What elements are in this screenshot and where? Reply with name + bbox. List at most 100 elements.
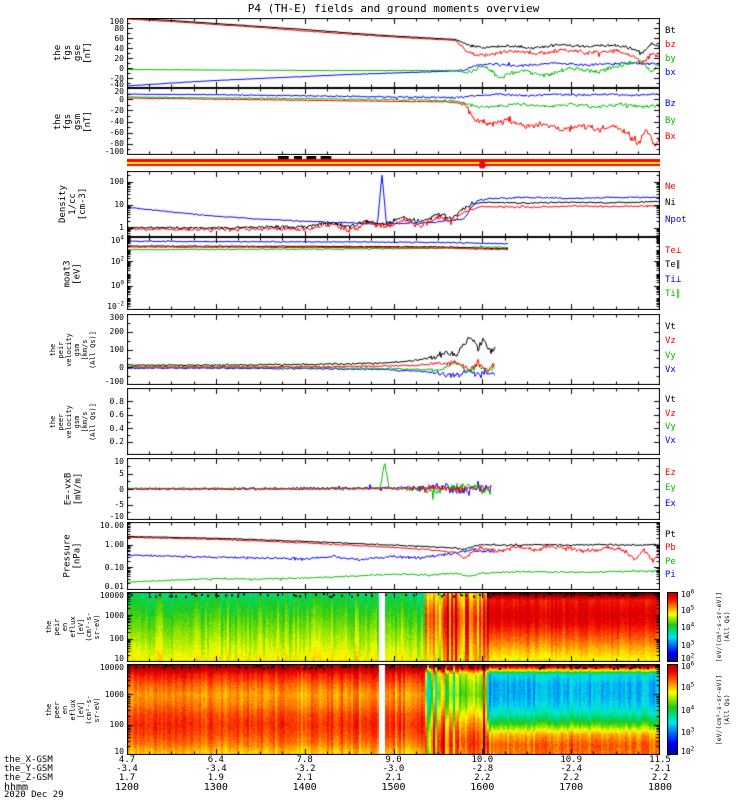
- density-ytick: 1: [119, 223, 124, 233]
- fgs-gse-legend-bx: bx: [665, 68, 676, 78]
- axis-value-the_Y-GSM: -3.0: [382, 764, 405, 774]
- peir-spectrogram-colorbar-tick: 106: [681, 588, 695, 599]
- axis-value-hhmm: 1200: [114, 782, 140, 793]
- peer-spectrogram-ytick: 10: [114, 747, 124, 756]
- temperature-ytick: 104: [110, 234, 124, 245]
- peir-velocity-plot: [127, 314, 660, 385]
- axis-value-the_Z-GSM: 2.2: [651, 773, 669, 783]
- axis-value-the_X-GSM: 6.4: [207, 755, 224, 765]
- peir-velocity-legend-Vy: Vy: [665, 350, 676, 361]
- peir-velocity-ytick: 200: [109, 327, 124, 337]
- fgs-gse-plot: [127, 18, 660, 88]
- temperature-ylabel: moat3 [eV]: [63, 259, 83, 288]
- peir-velocity-ytick: -100: [104, 377, 124, 386]
- fgs-gsm-legend-By: By: [665, 115, 676, 126]
- axis-value-the_Z-GSM: 2.1: [385, 773, 402, 783]
- axis-value-the_Y-GSM: -3.2: [293, 764, 316, 774]
- pressure-ytick: 10.00: [99, 521, 124, 530]
- axis-value-the_Z-GSM: 1.9: [207, 773, 224, 783]
- axis-value-the_X-GSM: 9.0: [385, 755, 402, 765]
- peer-spectrogram-ytick: 10000: [99, 663, 124, 672]
- peir-velocity-ytick: 300: [109, 313, 124, 322]
- chart-title: P4 (TH-E) fields and ground moments over…: [247, 2, 540, 15]
- efield-legend-Ey: Ey: [665, 483, 676, 493]
- peer-spectrogram-colorbar-tick: 104: [681, 703, 695, 715]
- fgs-gsm-legend-Bz: Bz: [665, 98, 676, 109]
- pressure-legend-Pe: Pe: [665, 556, 676, 567]
- fgs-gsm-ytick: -80: [109, 139, 124, 149]
- axis-value-the_X-GSM: 11.5: [649, 755, 671, 765]
- peer-spectrogram-colorbar: [667, 664, 678, 755]
- axis-value-hhmm: 1400: [292, 782, 317, 793]
- peer-velocity-legend-Vx: Vx: [665, 435, 676, 446]
- pressure-ylabel: Pressure [nPa]: [62, 534, 83, 578]
- fgs-gsm-ytick: -40: [109, 117, 124, 126]
- temperature-plot: [127, 237, 660, 310]
- fgs-gsm-ytick: 20: [114, 87, 124, 96]
- peir-velocity-legend-Vt: Vt: [665, 322, 676, 333]
- peer-velocity-legend-Vy: Vy: [665, 422, 676, 433]
- axis-value-the_Z-GSM: 2.2: [474, 773, 491, 783]
- peer-spectrogram-colorbar-tick: 105: [681, 681, 695, 692]
- temperature-ytick: 102: [110, 255, 124, 266]
- fgs-gse-ytick: 20: [114, 53, 124, 63]
- peer-spectrogram-plot: [127, 664, 660, 755]
- peir-spectrogram-ytick: 1000: [104, 610, 124, 620]
- peer-spectrogram-ytick: 1000: [104, 689, 124, 699]
- peir-velocity-ytick: 100: [109, 345, 124, 354]
- fgs-gse-ytick: 100: [109, 17, 124, 26]
- axis-row-label-hhmm: hhmm: [4, 782, 29, 793]
- date-label: 2020 Dec 29: [4, 790, 64, 800]
- fgs-gse-ytick: 0: [119, 63, 124, 73]
- density-legend-Npot: Npot: [665, 214, 687, 225]
- fgs-gsm-ytick: -20: [109, 105, 124, 115]
- peir-spectrogram-plot: [127, 592, 660, 662]
- density-ytick: 10: [114, 200, 124, 210]
- peer-velocity-legend-Vt: Vt: [665, 395, 676, 406]
- fgs-gsm-ytick: -100: [104, 147, 124, 156]
- axis-value-hhmm: 1300: [203, 782, 228, 793]
- peir-spectrogram-ylabel: the peir en eflux [eV] (cm²-s- sr-eV): [44, 612, 101, 642]
- axis-value-the_Z-GSM: 2.1: [296, 773, 313, 783]
- fgs-gsm-ytick: -60: [109, 128, 124, 138]
- pressure-ytick: 0.10: [104, 562, 124, 572]
- axis-value-hhmm: 1700: [559, 782, 584, 793]
- peer-spectrogram-ylabel: the peer en eflux [eV] (cm²-s- sr-eV): [44, 694, 101, 725]
- pressure-ytick: 0.01: [104, 582, 124, 591]
- axis-value-the_Y-GSM: -3.4: [204, 764, 227, 774]
- pressure-legend-Pb: Pb: [665, 543, 676, 554]
- peir-spectrogram-ytick: 100: [109, 634, 124, 644]
- fgs-gse-legend-Bt: Bt: [665, 26, 676, 36]
- pressure-legend-Pt: Pt: [665, 529, 676, 540]
- axis-value-the_Y-GSM: -2.4: [560, 764, 582, 774]
- peer-spectrogram-ytick: 100: [109, 720, 124, 730]
- peer-velocity-plot: [127, 388, 660, 455]
- efield-plot: [127, 458, 660, 520]
- peer-velocity-ytick: 0.4: [109, 423, 124, 433]
- peir-spectrogram-colorbar-tick: 103: [681, 638, 695, 650]
- density-ytick: 100: [109, 177, 124, 187]
- fgs-gse-ytick: 40: [114, 43, 124, 53]
- fgs-gse-ytick: -20: [109, 73, 124, 83]
- peir-spectrogram-ytick: 10: [114, 654, 124, 663]
- axis-value-the_Z-GSM: 2.2: [563, 773, 580, 783]
- fgs-gse-legend-bz: bz: [665, 40, 676, 50]
- peir-spectrogram-ytick: 10000: [99, 591, 124, 600]
- temperature-legend-Te∥: Te∥: [665, 260, 681, 271]
- density-legend-Ni: Ni: [665, 198, 676, 208]
- axis-value-hhmm: 1500: [381, 782, 406, 793]
- fgs-gse-legend-by: by: [665, 54, 676, 64]
- temperature-legend-Te⊥: Te⊥: [665, 245, 682, 256]
- fgs-gsm-legend-Bx: Bx: [665, 132, 676, 143]
- peer-spectrogram-colorbar-units: [eV/(cm²-s-sr-eV)] (All Qs): [715, 674, 732, 745]
- pressure-plot: [127, 522, 660, 590]
- fgs-gsm-ytick: 0: [119, 94, 124, 104]
- axis-value-hhmm: 1600: [470, 782, 495, 793]
- axis-value-the_X-GSM: 7.8: [296, 755, 313, 765]
- temperature-ytick: 100: [110, 279, 124, 291]
- axis-value-the_Z-GSM: 1.7: [118, 773, 136, 783]
- pressure-ytick: 1.00: [104, 540, 124, 550]
- efield-legend-Ex: Ex: [665, 498, 676, 509]
- axis-value-the_Y-GSM: -2.1: [649, 764, 671, 774]
- peer-spectrogram-colorbar-tick: 102: [681, 745, 695, 756]
